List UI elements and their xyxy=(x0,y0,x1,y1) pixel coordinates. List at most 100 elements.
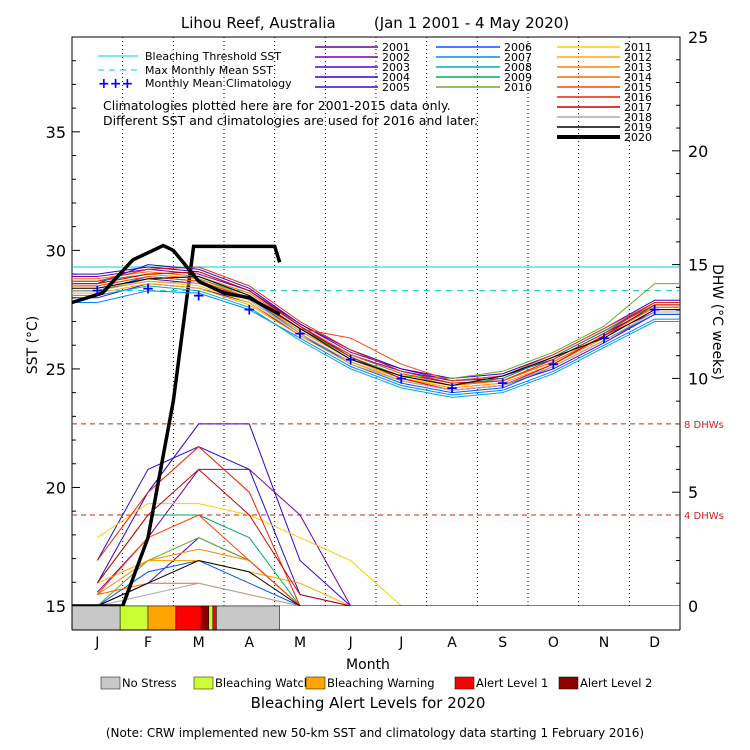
alert-segment xyxy=(200,605,210,631)
climatology-point: + xyxy=(547,355,560,373)
month-label: O xyxy=(548,635,559,651)
alert-legend: No Stress Bleaching Watch Bleaching Warnin… xyxy=(100,676,652,690)
month-label: D xyxy=(649,635,660,651)
dhw-tick-label: 0 xyxy=(688,597,698,616)
dhw-line-2005 xyxy=(96,446,655,607)
alert-legend-swatch xyxy=(454,676,475,690)
alert-segment xyxy=(119,605,149,631)
alert-segment xyxy=(175,605,202,631)
legend-label-2006: 2006 xyxy=(504,41,532,54)
legend-label-2010: 2010 xyxy=(504,81,532,94)
sst-series xyxy=(71,243,680,398)
month-label: A xyxy=(245,635,255,651)
alert-bar-title: Bleaching Alert Levels for 2020 xyxy=(251,694,486,712)
legend-label-2004: 2004 xyxy=(382,71,410,84)
note-line-1: Climatologies plotted here are for 2001-… xyxy=(103,98,451,113)
dhw-line-2014 xyxy=(97,582,655,607)
sst-tick-label: 20 xyxy=(46,478,66,497)
climatology-point: + xyxy=(243,301,256,319)
legend-reference: Bleaching Threshold SST Max Monthly Mean… xyxy=(98,50,292,92)
footnote: (Note: CRW implemented new 50-km SST and… xyxy=(106,726,644,740)
dhw-line-2018 xyxy=(97,582,655,607)
legend-label-2001: 2001 xyxy=(382,41,410,54)
sst-tick-label: 30 xyxy=(46,241,66,260)
legend-label-2002: 2002 xyxy=(382,51,410,64)
legend-climatology-swatch: +++ xyxy=(98,76,133,92)
alert-legend-label: Alert Level 1 xyxy=(476,676,548,690)
climatology-point: + xyxy=(496,374,509,392)
month-label: N xyxy=(599,635,609,651)
sst-line-2018 xyxy=(72,280,680,391)
climatology-point: + xyxy=(395,369,408,387)
month-label: J xyxy=(94,635,99,651)
alert-legend-swatch xyxy=(100,676,121,690)
climatology-point: + xyxy=(446,379,459,397)
dhw-series xyxy=(72,244,655,608)
alert-legend-swatch xyxy=(193,676,214,690)
month-label: J xyxy=(398,635,403,651)
legend-climatology-label: Monthly Mean Climatology xyxy=(145,77,292,90)
legend-label-2007: 2007 xyxy=(504,51,532,64)
chart-title: Lihou Reef, Australia (Jan 1 2001 - 4 Ma… xyxy=(181,14,569,32)
note-line-2: Different SST and climatologies are used… xyxy=(103,113,478,128)
legend-mmm-label: Max Monthly Mean SST xyxy=(145,64,273,77)
sst-line-2007 xyxy=(72,290,680,396)
y-axis-label-right: DHW (°C weeks) xyxy=(709,264,725,380)
legend-label-2015: 2015 xyxy=(624,81,652,94)
dhw-tick-label: 15 xyxy=(688,256,708,275)
dhw-line-2003 xyxy=(97,537,655,607)
sst-line-2008 xyxy=(72,285,680,398)
sst-line-2015 xyxy=(72,275,680,382)
climatology-point: + xyxy=(648,301,661,319)
alert-legend-label: Alert Level 2 xyxy=(580,676,652,690)
alert-legend-swatch xyxy=(305,676,326,690)
climatology-point: + xyxy=(142,279,155,297)
legend-threshold-label: Bleaching Threshold SST xyxy=(145,50,281,63)
dhw-line-2020 xyxy=(72,244,282,608)
alert-segment xyxy=(147,605,177,631)
legend-label-2020: 2020 xyxy=(624,131,652,144)
legend-label-2005: 2005 xyxy=(382,81,410,94)
x-axis-label: Month xyxy=(346,657,390,673)
dhw-line-2010 xyxy=(96,537,655,607)
alert-segment xyxy=(216,605,280,631)
legend-label-2016: 2016 xyxy=(624,91,652,104)
climatology-point: + xyxy=(192,286,205,304)
climatology-point: + xyxy=(598,329,611,347)
alert-segment xyxy=(208,605,214,631)
monthly-mean-climatology: + + + + + + + + + + + + xyxy=(91,279,661,397)
legend-label-2003: 2003 xyxy=(382,61,410,74)
alert-segment xyxy=(212,605,217,631)
alert-segment xyxy=(71,605,121,631)
sst-line-2013 xyxy=(72,273,680,389)
climatology-point: + xyxy=(344,350,357,368)
dhw-threshold-label: 8 DHWs xyxy=(684,420,724,431)
legend-label-2017: 2017 xyxy=(624,101,652,114)
sst-tick-label: 15 xyxy=(46,597,66,616)
climatology-point: + xyxy=(91,282,104,300)
dhw-tick-label: 20 xyxy=(688,142,708,161)
alert-legend-label: Bleaching Warning xyxy=(327,676,435,690)
legend-label-2014: 2014 xyxy=(624,71,652,84)
dhw-tick-label: 10 xyxy=(688,369,708,388)
legend-label-2009: 2009 xyxy=(504,71,532,84)
legend-label-2008: 2008 xyxy=(504,61,532,74)
dhw-axis: 0 5 10 15 20 25 xyxy=(672,28,708,616)
sst-tick-label: 25 xyxy=(46,360,66,379)
alert-legend-label: No Stress xyxy=(122,676,177,690)
dhw-line-2016 xyxy=(96,446,655,607)
dhw-tick-label: 5 xyxy=(688,483,698,502)
dhw-tick-label: 25 xyxy=(688,28,708,47)
dhw-line-2011 xyxy=(97,503,655,607)
sst-line-2016 xyxy=(72,266,680,384)
climatology-point: + xyxy=(294,324,307,342)
alert-legend-label: Bleaching Watch xyxy=(215,676,311,690)
y-axis-label-left: SST (°C) xyxy=(25,316,41,374)
month-label: A xyxy=(447,635,457,651)
alert-legend-swatch xyxy=(558,676,579,690)
reference-lines: 8 DHWs 4 DHWs xyxy=(72,266,724,522)
legend-label-2013: 2013 xyxy=(624,61,652,74)
sst-line-2020 xyxy=(71,243,281,316)
